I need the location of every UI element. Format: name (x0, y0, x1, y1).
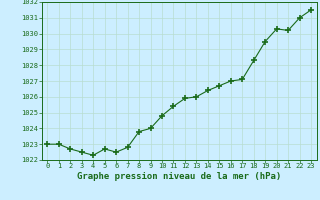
X-axis label: Graphe pression niveau de la mer (hPa): Graphe pression niveau de la mer (hPa) (77, 172, 281, 181)
